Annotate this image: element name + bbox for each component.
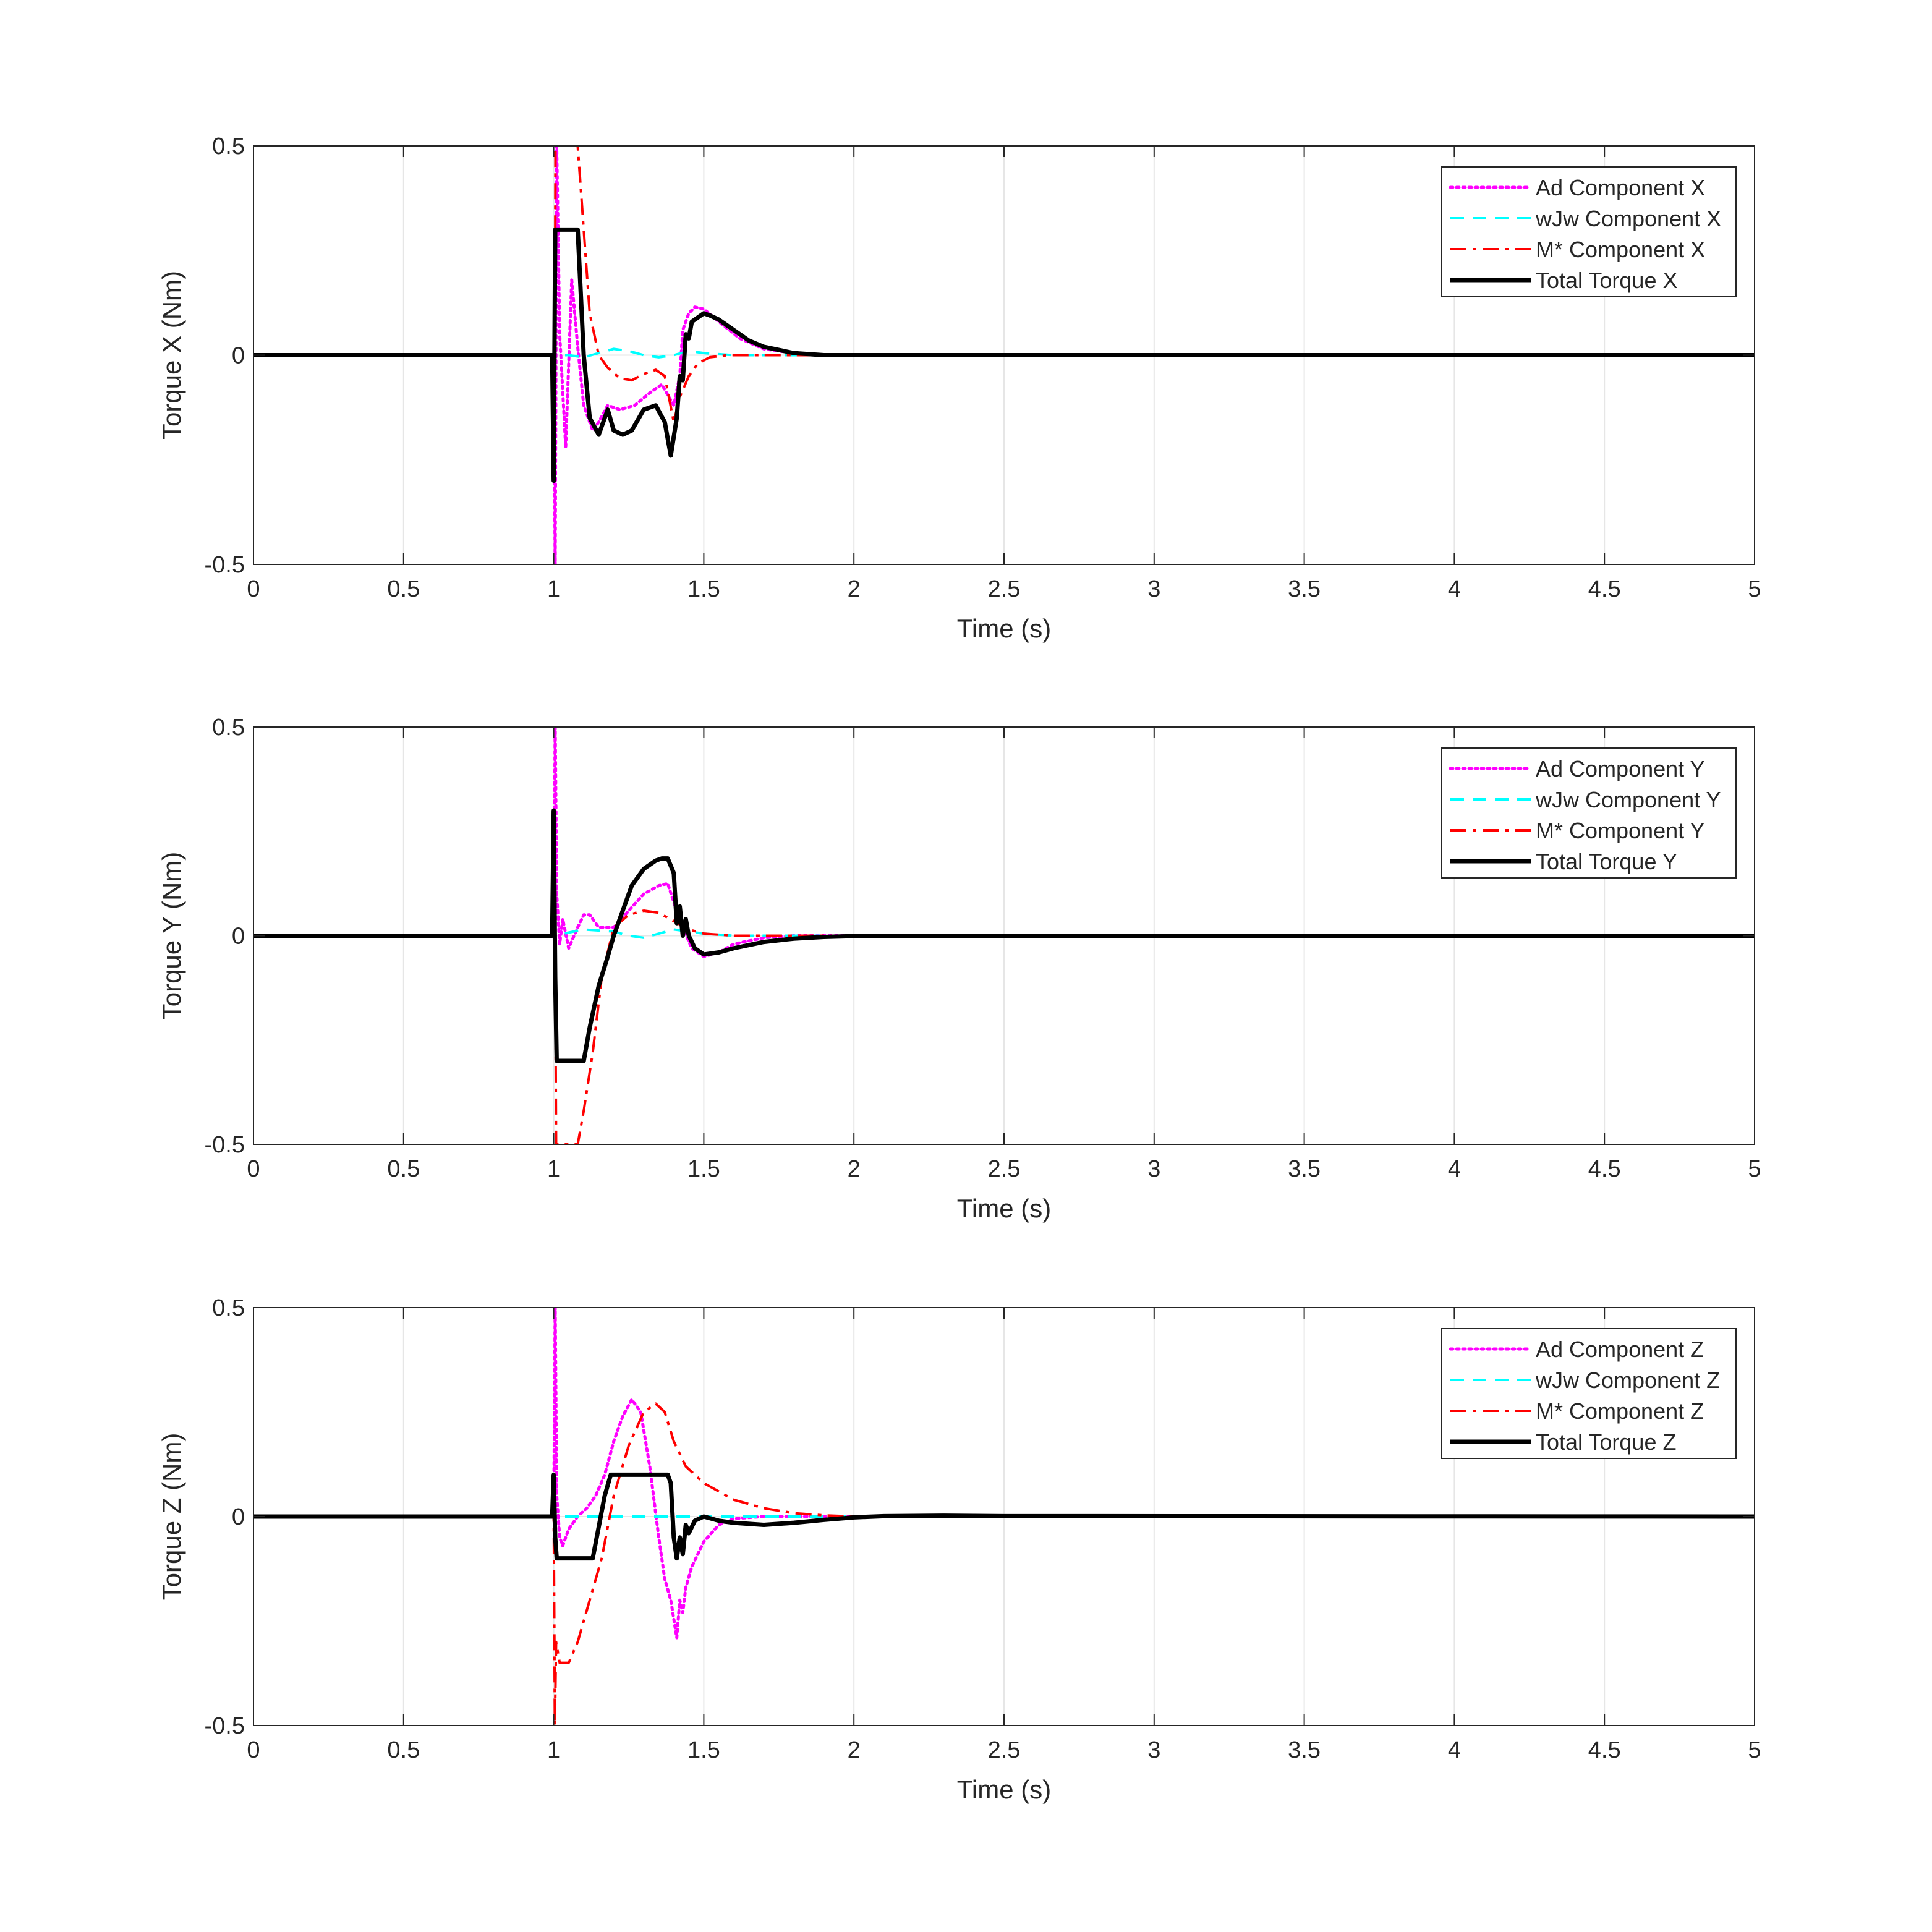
- x-tick-label: 2.5: [988, 1737, 1021, 1763]
- legend-entry: Total Torque Y: [1536, 849, 1677, 874]
- y-axis-label: Torque X (Nm): [157, 271, 186, 440]
- x-tick-label: 4: [1448, 1737, 1461, 1763]
- y-tick-label: -0.5: [205, 1713, 245, 1739]
- x-tick-label: 3.5: [1288, 576, 1321, 602]
- y-tick-label: 0.5: [212, 1295, 245, 1321]
- legend-entry: Ad Component Y: [1536, 756, 1705, 781]
- series-line-ad-component-z: [253, 1308, 1755, 1640]
- x-tick-label: 4: [1448, 1156, 1461, 1182]
- y-tick-label: -0.5: [205, 1132, 245, 1158]
- x-tick-label: 1.5: [687, 1737, 720, 1763]
- y-tick-label: -0.5: [205, 552, 245, 578]
- x-tick-label: 1.5: [687, 1156, 720, 1182]
- series-line-total-torque-y: [253, 808, 1755, 1063]
- x-tick-label: 3.5: [1288, 1156, 1321, 1182]
- x-tick-label: 4.5: [1588, 1737, 1621, 1763]
- x-tick-label: 0: [247, 576, 260, 602]
- series-line-wjw-component-x: [253, 347, 1755, 359]
- legend-entry: wJw Component Z: [1535, 1368, 1720, 1393]
- y-tick-label: 0: [232, 1504, 245, 1530]
- x-tick-label: 3: [1147, 1156, 1160, 1182]
- legend-entry: Ad Component Z: [1536, 1337, 1704, 1362]
- series-line-m-component-z: [253, 1402, 1755, 1726]
- x-tick-label: 3: [1147, 576, 1160, 602]
- legend-entry: Total Torque X: [1536, 268, 1677, 293]
- x-tick-label: 1.5: [687, 576, 720, 602]
- x-tick-label: 5: [1748, 1737, 1761, 1763]
- x-tick-label: 5: [1748, 1156, 1761, 1182]
- legend-entry: M* Component Y: [1536, 818, 1704, 843]
- series-group: [253, 1308, 1755, 1726]
- x-tick-label: 0.5: [387, 1737, 420, 1763]
- legend-entry: M* Component Z: [1536, 1398, 1704, 1424]
- x-tick-label: 1: [547, 1737, 560, 1763]
- x-tick-label: 2: [848, 576, 861, 602]
- series-line-ad-component-y: [253, 727, 1755, 958]
- series-line-total-torque-x: [253, 227, 1755, 483]
- x-tick-label: 4.5: [1588, 576, 1621, 602]
- series-group: [253, 727, 1755, 1144]
- x-tick-label: 0: [247, 1737, 260, 1763]
- x-tick-label: 2: [848, 1156, 861, 1182]
- x-tick-label: 4: [1448, 576, 1461, 602]
- y-tick-label: 0: [232, 343, 245, 369]
- legend: Ad Component X wJw Component X M* Componen…: [1441, 166, 1737, 297]
- legend-entry: wJw Component Y: [1535, 787, 1721, 812]
- x-tick-label: 1: [547, 1156, 560, 1182]
- x-axis-label: Time (s): [957, 1775, 1051, 1804]
- legend: Ad Component Z wJw Component Z M* Componen…: [1441, 1328, 1737, 1459]
- legend-entry: wJw Component X: [1535, 206, 1721, 231]
- x-axis-label: Time (s): [957, 614, 1051, 643]
- y-tick-label: 0.5: [212, 134, 245, 160]
- legend-entry: M* Component X: [1536, 237, 1705, 262]
- x-tick-label: 1: [547, 576, 560, 602]
- x-tick-label: 0.5: [387, 1156, 420, 1182]
- x-tick-label: 2: [848, 1737, 861, 1763]
- x-tick-label: 5: [1748, 576, 1761, 602]
- x-tick-label: 3: [1147, 1737, 1160, 1763]
- series-line-total-torque-z: [253, 1472, 1755, 1561]
- legend-entry: Total Torque Z: [1536, 1429, 1676, 1455]
- y-axis-label: Torque Z (Nm): [157, 1433, 186, 1601]
- x-tick-label: 4.5: [1588, 1156, 1621, 1182]
- y-axis-label: Torque Y (Nm): [157, 852, 186, 1020]
- series-group: [253, 146, 1755, 564]
- x-tick-label: 0.5: [387, 576, 420, 602]
- x-axis-label: Time (s): [957, 1194, 1051, 1223]
- legend: Ad Component Y wJw Component Y M* Componen…: [1441, 747, 1737, 879]
- x-tick-label: 2.5: [988, 576, 1021, 602]
- x-tick-label: 2.5: [988, 1156, 1021, 1182]
- y-tick-label: 0.5: [212, 715, 245, 741]
- legend-entry: Ad Component X: [1536, 175, 1705, 200]
- x-tick-label: 3.5: [1288, 1737, 1321, 1763]
- x-tick-label: 0: [247, 1156, 260, 1182]
- series-line-wjw-component-y: [253, 928, 1755, 939]
- series-line-m-component-x: [253, 146, 1755, 482]
- y-tick-label: 0: [232, 924, 245, 950]
